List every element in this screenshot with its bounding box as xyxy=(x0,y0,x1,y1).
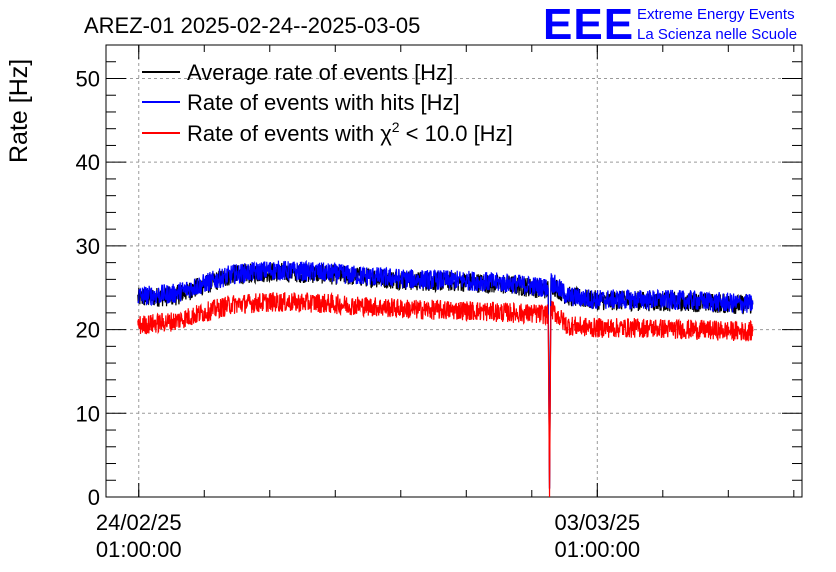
axis-ticks xyxy=(106,44,802,498)
x-tick-label-time: 01:00:00 xyxy=(554,537,640,562)
chart-title: AREZ-01 2025-02-24--2025-03-05 xyxy=(84,13,420,38)
eee-logo-letters: EEE xyxy=(543,0,634,49)
y-tick-label: 30 xyxy=(76,234,100,259)
plot-frame xyxy=(105,44,803,498)
series-line-hits xyxy=(137,259,754,489)
legend-label-chi2: Rate of events with χ2 < 10.0 [Hz] xyxy=(187,119,513,146)
series-lines xyxy=(137,259,754,498)
eee-logo-line2: La Scienza nelle Scuole xyxy=(637,26,797,43)
y-tick-label: 40 xyxy=(76,150,100,175)
y-axis-label: Rate [Hz] xyxy=(5,59,33,163)
eee-logo-line1: Extreme Energy Events xyxy=(637,6,795,23)
y-tick-label: 20 xyxy=(76,318,100,343)
series-line-chi2 xyxy=(137,291,754,498)
y-tick-label: 10 xyxy=(76,401,100,426)
x-tick-label-date: 24/02/25 xyxy=(96,510,182,535)
legend: Average rate of events [Hz] Rate of even… xyxy=(142,60,513,146)
legend-label-avg: Average rate of events [Hz] xyxy=(187,60,453,85)
eee-logo: EEE Extreme Energy Events La Scienza nel… xyxy=(543,0,797,49)
y-tick-labels: 0 10 20 30 40 50 xyxy=(76,66,100,510)
y-tick-label: 0 xyxy=(88,485,100,510)
legend-label-hits: Rate of events with hits [Hz] xyxy=(187,90,460,115)
x-tick-label-time: 01:00:00 xyxy=(96,537,182,562)
grid xyxy=(106,45,802,497)
y-tick-label: 50 xyxy=(76,66,100,91)
x-tick-label-date: 03/03/25 xyxy=(554,510,640,535)
